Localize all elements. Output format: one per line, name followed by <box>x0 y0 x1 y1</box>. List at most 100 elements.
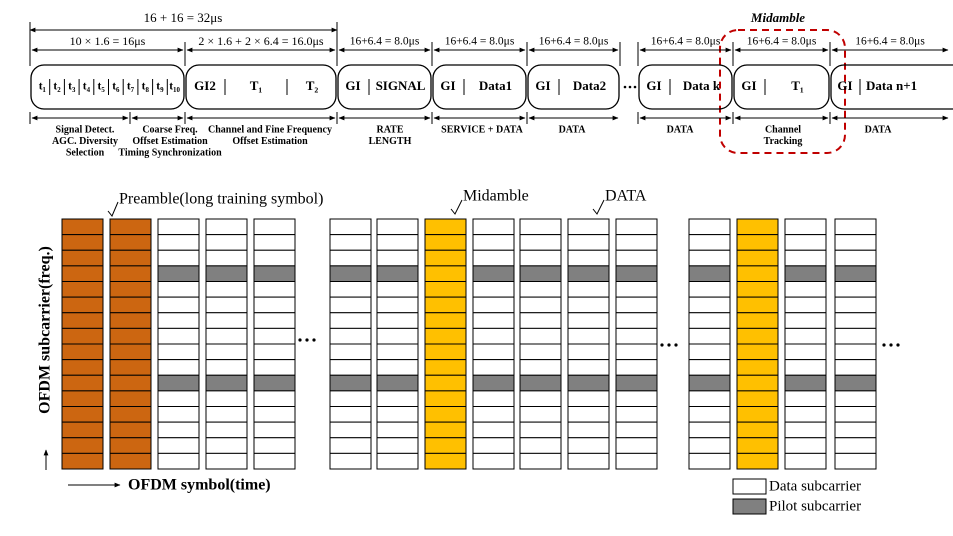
data-cell <box>205 234 248 251</box>
data-cell <box>157 406 200 423</box>
midamble-cell <box>736 296 779 314</box>
midamble-cell <box>736 406 779 423</box>
field-label: GI2 <box>194 78 216 93</box>
data-cell <box>615 452 658 470</box>
data-cell <box>472 327 515 345</box>
data-cell <box>567 218 610 236</box>
data-cell <box>688 452 731 470</box>
data-cell <box>376 359 419 376</box>
data-cell <box>615 343 658 361</box>
data-cell <box>519 281 562 298</box>
preamble-cell <box>109 249 152 267</box>
data-cell <box>784 359 827 376</box>
midamble-cell <box>736 234 779 251</box>
pilot-cell <box>688 265 731 282</box>
pilot-cell <box>615 265 658 282</box>
preamble-cell <box>61 327 104 345</box>
preamble-cell <box>61 218 104 236</box>
data-cell <box>615 234 658 251</box>
data-cell <box>157 390 200 407</box>
function-label: Selection <box>66 147 105 158</box>
field-label: SIGNAL <box>376 78 426 93</box>
field-label: Data1 <box>479 78 512 93</box>
pilot-cell <box>567 265 610 282</box>
data-cell <box>157 421 200 439</box>
data-cell <box>567 249 610 267</box>
data-cell <box>784 390 827 407</box>
data-cell <box>472 452 515 470</box>
midamble-cell <box>736 374 779 392</box>
data-cell <box>253 281 296 298</box>
data-cell <box>688 218 731 236</box>
y-axis-label: OFDM subcarrier(freq.) <box>37 246 54 414</box>
data-cell <box>329 406 372 423</box>
data-cell <box>519 343 562 361</box>
midamble-highlight <box>719 29 846 154</box>
function-label: AGC. Diversity <box>52 136 118 147</box>
data-cell <box>205 421 248 439</box>
data-cell <box>688 249 731 267</box>
x-axis-label: OFDM symbol(time) <box>128 477 271 494</box>
timing-diagram: 16 + 16 = 32μs 10 × 1.6 = 16μs t₁ t₂ t₃ t₄ t₅ t… <box>29 10 953 158</box>
field-box <box>432 64 527 110</box>
function-label: SERVICE + DATA <box>441 124 523 135</box>
data-cell <box>688 437 731 454</box>
ellipsis-dot <box>660 343 664 347</box>
data-cell <box>253 437 296 454</box>
field-label: t₂ <box>53 81 61 93</box>
data-cell <box>157 296 200 314</box>
duration-label: 10 × 1.6 = 16μs <box>70 34 146 48</box>
field-label: t₄ <box>83 81 91 93</box>
data-cell <box>519 406 562 423</box>
data-cell <box>329 296 372 314</box>
data-cell <box>615 406 658 423</box>
pilot-cell <box>205 265 248 282</box>
data-cell <box>472 249 515 267</box>
data-cell <box>834 406 877 423</box>
pilot-cell <box>329 374 372 392</box>
midamble-title: Midamble <box>750 10 805 25</box>
ellipsis-dot <box>896 343 900 347</box>
data-cell <box>376 437 419 454</box>
data-cell <box>329 437 372 454</box>
data-cell <box>567 390 610 407</box>
midamble-cell <box>736 390 779 407</box>
field-label: Data k <box>683 78 721 93</box>
data-cell <box>205 390 248 407</box>
data-cell <box>519 296 562 314</box>
data-cell <box>472 218 515 236</box>
midamble-cell <box>424 390 467 407</box>
data-cell <box>157 327 200 345</box>
data-cell <box>253 452 296 470</box>
data-cell <box>784 452 827 470</box>
data-cell <box>615 249 658 267</box>
midamble-cell <box>736 452 779 470</box>
data-cell <box>253 421 296 439</box>
data-cell <box>784 296 827 314</box>
data-cell <box>784 281 827 298</box>
data-cell <box>157 359 200 376</box>
data-cell <box>329 343 372 361</box>
function-label: DATA <box>667 124 695 135</box>
data-cell <box>834 437 877 454</box>
data-cell <box>472 421 515 439</box>
data-cell <box>688 406 731 423</box>
midamble-label: Midamble <box>463 188 529 205</box>
data-cell <box>376 312 419 329</box>
preamble-cell <box>109 265 152 282</box>
data-cell <box>519 437 562 454</box>
field-label: Data n+1 <box>866 78 917 93</box>
data-cell <box>253 296 296 314</box>
field-label: t₁₀ <box>169 81 180 93</box>
pilot-cell <box>519 374 562 392</box>
ellipsis-dot <box>667 343 671 347</box>
data-cell <box>615 390 658 407</box>
midamble-cell <box>424 343 467 361</box>
data-cell <box>567 312 610 329</box>
duration-label: 16+6.4 = 8.0μs <box>445 36 515 48</box>
data-cell <box>834 421 877 439</box>
data-cell <box>376 421 419 439</box>
data-cell <box>834 234 877 251</box>
data-cell <box>567 296 610 314</box>
data-cell <box>157 343 200 361</box>
